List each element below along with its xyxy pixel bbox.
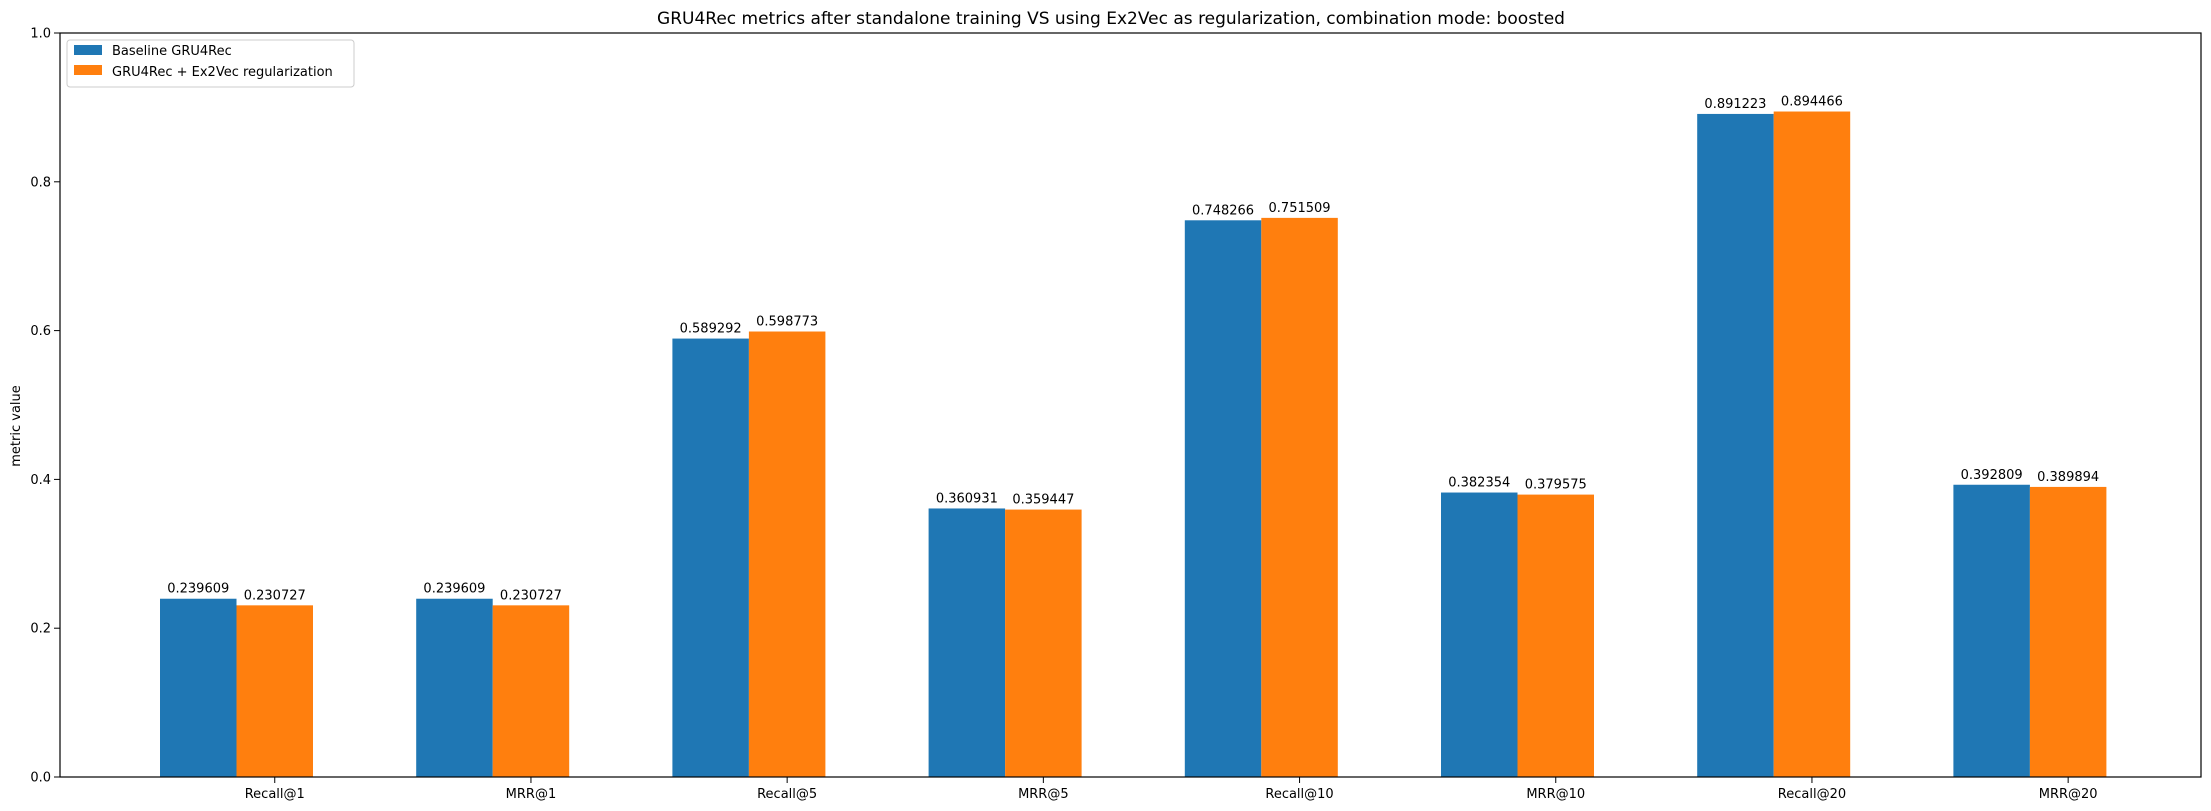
bar-baseline-MRR@5 — [928, 508, 1006, 777]
bar-baseline-Recall@10 — [1184, 220, 1262, 777]
y-axis-label: metric value — [9, 385, 24, 467]
bar-ex2vec-Recall@5 — [748, 331, 826, 777]
chart-title: GRU4Rec metrics after standalone trainin… — [657, 9, 1565, 29]
bar-value-label: 0.894466 — [1781, 95, 1843, 110]
legend-label-baseline: Baseline GRU4Rec — [112, 44, 232, 59]
bar-ex2vec-Recall@10 — [1261, 217, 1338, 777]
bar-value-label: 0.230727 — [500, 588, 562, 603]
y-tick-label: 0.0 — [30, 771, 51, 786]
y-tick-label: 0.2 — [30, 622, 51, 637]
legend-swatch-ex2vec — [74, 65, 102, 75]
bar-ex2vec-MRR@1 — [492, 605, 570, 777]
bar-value-label: 0.589292 — [680, 322, 742, 337]
y-tick-label: 0.6 — [30, 324, 51, 339]
bar-baseline-Recall@20 — [1697, 113, 1774, 778]
bar-baseline-MRR@10 — [1441, 492, 1518, 777]
bar-value-label: 0.239609 — [423, 582, 485, 597]
legend: Baseline GRU4Rec GRU4Rec + Ex2Vec regula… — [66, 39, 355, 88]
bar-ex2vec-Recall@1 — [236, 605, 313, 777]
x-tick-label: MRR@5 — [1018, 787, 1069, 802]
x-tick-label: Recall@1 — [245, 787, 305, 802]
x-axis: Recall@1 MRR@1 Recall@5 MRR@5 Recall@10 MRR@1… — [245, 777, 2098, 802]
x-tick-label: MRR@20 — [2039, 787, 2098, 802]
legend-label-ex2vec: GRU4Rec + Ex2Vec regularization — [112, 65, 333, 80]
bar-baseline-MRR@1 — [416, 598, 493, 777]
bar-value-label: 0.359447 — [1012, 493, 1074, 508]
x-tick-label: Recall@20 — [1778, 787, 1846, 802]
x-tick-label: MRR@10 — [1526, 787, 1585, 802]
bar-value-label: 0.360931 — [936, 491, 998, 506]
x-tick-label: MRR@1 — [506, 787, 557, 802]
bar-value-label: 0.239609 — [167, 582, 229, 597]
legend-box — [66, 39, 355, 88]
y-tick-label: 1.0 — [30, 27, 51, 42]
x-tick-label: Recall@5 — [757, 787, 817, 802]
bar-value-label: 0.392809 — [1961, 468, 2023, 483]
bar-value-label: 0.379575 — [1525, 478, 1587, 493]
bars-group — [160, 111, 2107, 778]
bar-baseline-Recall@1 — [160, 598, 237, 777]
plot-frame — [59, 32, 2202, 778]
y-tick-label: 0.4 — [30, 473, 51, 488]
bar-ex2vec-MRR@5 — [1005, 509, 1082, 777]
y-axis: 0.0 0.2 0.4 0.6 0.8 1.0 — [30, 27, 60, 786]
y-tick-label: 0.8 — [30, 175, 51, 190]
bar-value-label: 0.598773 — [756, 315, 818, 330]
bar-value-label: 0.748266 — [1192, 203, 1254, 218]
bar-baseline-Recall@5 — [672, 338, 749, 777]
bar-labels-group: 0.239609 0.230727 0.239609 0.230727 0.589292… — [167, 95, 2099, 604]
bar-value-label: 0.230727 — [244, 588, 306, 603]
bar-ex2vec-Recall@20 — [1773, 111, 1851, 778]
bar-value-label: 0.751509 — [1269, 201, 1331, 216]
bar-value-label: 0.389894 — [2037, 470, 2099, 485]
bar-ex2vec-MRR@10 — [1517, 494, 1594, 777]
legend-swatch-baseline — [74, 45, 102, 55]
bar-value-label: 0.382354 — [1448, 476, 1510, 491]
bar-baseline-MRR@20 — [1953, 484, 2030, 777]
bar-value-label: 0.891223 — [1704, 97, 1766, 112]
bar-ex2vec-MRR@20 — [2029, 486, 2107, 777]
x-tick-label: Recall@10 — [1265, 787, 1333, 802]
